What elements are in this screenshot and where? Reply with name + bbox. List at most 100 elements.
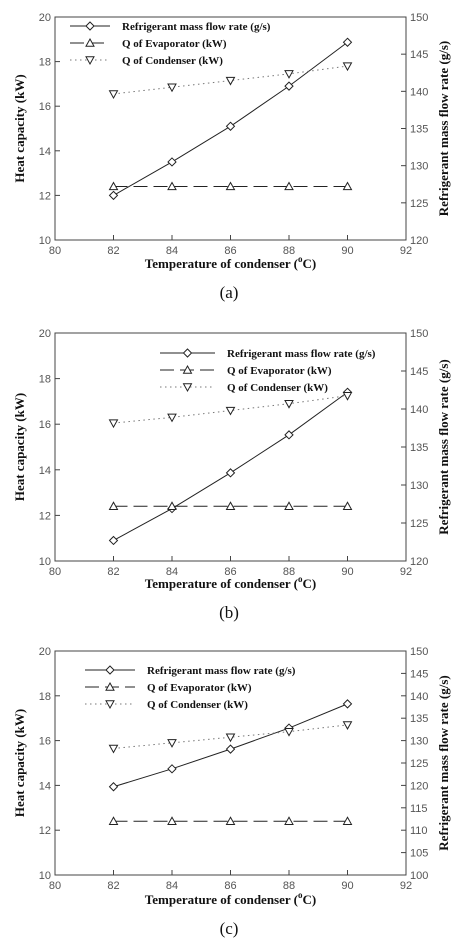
y-left-tick-label: 10 xyxy=(39,235,51,247)
x-tick-label: 82 xyxy=(107,880,119,892)
data-point-series-2 xyxy=(225,501,236,510)
x-axis-label-superscript: o xyxy=(298,254,303,264)
data-point-series-2 xyxy=(108,816,119,825)
y-right-tick-label: 140 xyxy=(410,691,428,703)
y-right-tick-label: 145 xyxy=(410,366,428,378)
data-point-series-2 xyxy=(167,181,177,191)
data-point-series-2 xyxy=(108,181,119,191)
data-point-series-1 xyxy=(225,121,236,131)
y-right-axis-label: Refrigerant mass flow rate (g/s) xyxy=(436,41,451,216)
x-tick-label: 84 xyxy=(166,566,178,578)
x-axis-label-end: C) xyxy=(303,576,317,591)
y-right-tick-label: 150 xyxy=(410,12,428,24)
legend-label-3: Q of Condenser (kW) xyxy=(122,55,223,67)
x-tick-label: 92 xyxy=(400,245,412,257)
data-point-series-3 xyxy=(284,399,294,409)
y-right-tick-label: 140 xyxy=(410,404,428,416)
y-left-tick-label: 12 xyxy=(39,190,51,202)
y-right-tick-label: 140 xyxy=(410,86,428,98)
y-left-axis-label: Heat capacity (kW) xyxy=(12,709,27,817)
data-point-series-1 xyxy=(284,81,294,91)
data-point-series-1 xyxy=(284,430,294,440)
y-left-tick-label: 10 xyxy=(39,556,51,568)
series-line-3 xyxy=(113,65,348,95)
y-right-tick-label: 120 xyxy=(410,235,428,247)
x-axis-label: Temperature of condenser (oC) xyxy=(145,890,316,907)
legend-label-2: Q of Evaporator (kW) xyxy=(147,682,252,694)
panel-caption: (a) xyxy=(220,283,239,302)
y-left-tick-label: 16 xyxy=(39,101,51,113)
legend-marker-3 xyxy=(85,56,95,66)
y-right-tick-label: 135 xyxy=(410,124,428,136)
x-tick-label: 92 xyxy=(400,566,412,578)
y-left-tick-label: 14 xyxy=(39,465,51,477)
data-point-series-1 xyxy=(342,37,353,47)
x-tick-label: 88 xyxy=(283,566,295,578)
y-right-tick-label: 110 xyxy=(410,825,428,837)
legend-marker-1 xyxy=(85,21,95,31)
chart-panel-3: 80 82 84 86 88 90 92 10 12 14 16 18 20 100 105 110 115 12… xyxy=(12,646,451,938)
y-left-axis-label: Heat capacity (kW) xyxy=(12,74,27,182)
data-point-series-1 xyxy=(225,468,236,478)
x-tick-label: 82 xyxy=(107,566,119,578)
x-tick-label: 86 xyxy=(224,880,236,892)
data-point-series-3 xyxy=(225,76,236,86)
y-left-tick-label: 12 xyxy=(39,510,51,522)
x-tick-label: 86 xyxy=(224,245,236,257)
y-left-tick-label: 18 xyxy=(39,374,51,386)
legend-marker-2 xyxy=(182,364,193,374)
x-tick-label: 84 xyxy=(166,880,178,892)
data-point-series-3 xyxy=(108,744,119,754)
x-tick-label: 84 xyxy=(166,245,178,257)
legend-label-1: Refrigerant mass flow rate (g/s) xyxy=(147,665,296,677)
data-point-series-2 xyxy=(342,181,353,191)
x-tick-label: 90 xyxy=(341,880,353,892)
y-left-tick-label: 20 xyxy=(39,12,51,24)
data-point-series-1 xyxy=(225,744,236,754)
legend-marker-1 xyxy=(105,665,115,675)
x-axis-label: Temperature of condenser (oC) xyxy=(145,254,316,271)
y-right-tick-label: 145 xyxy=(410,668,428,680)
y-right-tick-label: 125 xyxy=(410,758,428,770)
legend-marker-2 xyxy=(105,681,115,691)
y-right-tick-label: 135 xyxy=(410,713,428,725)
x-axis-label-end: C) xyxy=(303,256,317,271)
x-tick-label: 80 xyxy=(49,245,61,257)
x-axis-label-end: C) xyxy=(303,892,317,907)
legend-label-1: Refrigerant mass flow rate (g/s) xyxy=(122,21,271,33)
data-point-series-1 xyxy=(342,699,353,709)
x-axis-label-main: Temperature of condenser ( xyxy=(145,892,298,907)
data-point-series-2 xyxy=(225,181,236,191)
data-point-series-1 xyxy=(108,535,119,546)
data-point-series-3 xyxy=(342,62,353,72)
y-left-tick-label: 14 xyxy=(39,780,51,792)
data-point-series-3 xyxy=(225,733,236,743)
y-left-tick-label: 20 xyxy=(39,646,51,658)
x-tick-label: 82 xyxy=(107,245,119,257)
series-line-3 xyxy=(113,724,348,749)
data-point-series-2 xyxy=(167,816,177,825)
legend-label-1: Refrigerant mass flow rate (g/s) xyxy=(227,348,376,360)
data-point-series-3 xyxy=(167,413,177,423)
data-point-series-2 xyxy=(342,816,353,825)
data-point-series-3 xyxy=(284,70,294,79)
data-point-series-1 xyxy=(167,157,177,167)
data-point-series-3 xyxy=(108,419,119,429)
y-left-tick-label: 16 xyxy=(39,419,51,431)
x-axis-label-superscript: o xyxy=(298,574,303,584)
data-point-series-3 xyxy=(342,721,353,730)
panel-caption: (b) xyxy=(219,603,239,622)
y-right-tick-label: 120 xyxy=(410,780,428,792)
y-right-tick-label: 135 xyxy=(410,442,428,454)
y-left-tick-label: 12 xyxy=(39,825,51,837)
legend-label-3: Q of Condenser (kW) xyxy=(147,699,248,711)
y-right-tick-label: 150 xyxy=(410,646,428,658)
panel-caption: (c) xyxy=(220,919,239,938)
y-left-tick-label: 16 xyxy=(39,736,51,748)
chart-panel-1: 80 82 84 86 88 90 92 10 12 14 16 18 20 120 125 130 135 14… xyxy=(12,12,451,302)
data-point-series-3 xyxy=(225,406,236,416)
x-axis-label-main: Temperature of condenser ( xyxy=(145,576,298,591)
x-tick-label: 90 xyxy=(341,245,353,257)
series-line-3 xyxy=(113,395,348,424)
y-right-axis-label: Refrigerant mass flow rate (g/s) xyxy=(436,359,451,534)
